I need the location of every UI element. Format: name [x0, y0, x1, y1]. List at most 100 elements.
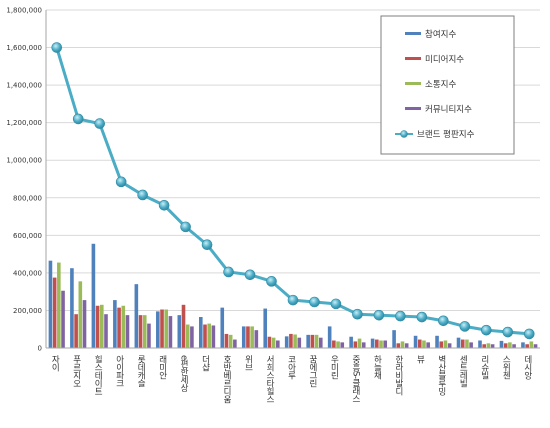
- bar: [289, 333, 293, 348]
- bar: [207, 323, 211, 348]
- y-tick-label: 0: [38, 345, 42, 353]
- x-tick-label: 꿈에그린: [307, 355, 317, 387]
- bar: [379, 340, 383, 348]
- bar: [263, 308, 268, 348]
- bar: [392, 330, 396, 348]
- bar: [113, 300, 117, 348]
- bar: [198, 317, 203, 348]
- line-point: [51, 42, 63, 53]
- line-point: [158, 199, 170, 211]
- bar: [254, 330, 259, 348]
- line-point: [72, 113, 84, 125]
- x-tick-label: 벽산블루밍: [436, 354, 446, 395]
- bar: [125, 315, 130, 348]
- bar: [160, 309, 164, 348]
- bar: [177, 315, 182, 348]
- x-tick-label: 래미안: [157, 355, 167, 379]
- x-tick-label: 데시앙: [522, 355, 532, 379]
- bar: [267, 336, 272, 348]
- bar: [190, 326, 194, 348]
- line-point: [330, 298, 342, 310]
- bar: [456, 337, 461, 348]
- x-tick-label: 롯데캐슬: [136, 355, 146, 387]
- line-point: [266, 276, 277, 287]
- legend-label: 소통지수: [425, 80, 456, 90]
- bar: [353, 341, 358, 348]
- x-tick-label: 스위첸: [501, 355, 511, 379]
- bar: [460, 339, 465, 348]
- bar: [134, 284, 139, 348]
- line-point: [287, 294, 299, 306]
- x-tick-label: 하늘채: [372, 354, 382, 380]
- bar: [413, 335, 418, 348]
- line-point: [352, 308, 363, 320]
- x-tick-label: 우미린: [329, 355, 339, 379]
- bar: [91, 243, 96, 348]
- bar: [400, 341, 405, 348]
- x-tick-label: 한라비발디: [393, 355, 403, 396]
- x-tick-label: 중흥S-클래스: [350, 355, 360, 402]
- bar: [490, 344, 495, 348]
- bar: [142, 315, 147, 348]
- bar: [357, 338, 362, 348]
- legend-swatch: [405, 32, 421, 35]
- bar: [426, 342, 430, 348]
- bar: [404, 343, 409, 348]
- bar: [443, 340, 448, 348]
- x-tick-label: 위브: [243, 355, 253, 371]
- bar: [486, 343, 491, 348]
- bar: [396, 343, 401, 348]
- x-tick-label: 호반베르디움: [222, 355, 232, 403]
- bar: [349, 336, 353, 348]
- bar: [417, 339, 422, 348]
- bar: [508, 342, 512, 348]
- line-point: [459, 321, 471, 332]
- bar: [439, 341, 444, 348]
- line-point: [395, 310, 406, 322]
- bar: [422, 340, 426, 348]
- legend-swatch: [405, 82, 421, 85]
- x-tick-label: 코아루: [286, 355, 296, 380]
- bar: [521, 342, 525, 348]
- bar: [224, 333, 229, 348]
- bar: [99, 304, 104, 348]
- y-tick-label: 200,000: [13, 307, 42, 315]
- x-axis: 자이 푸르지오 힐스테이트 아이파크 롯데캐슬 래미안 e편한세상 더샵 호반베르디움 위브 서희스…: [46, 347, 540, 403]
- y-axis: 0 200,000 400,000 600,000 800,000 1,000,000 1,…: [6, 7, 47, 353]
- legend-marker: [400, 130, 408, 138]
- bar: [203, 324, 207, 348]
- y-tick-label: 1,000,000: [6, 157, 42, 165]
- x-tick-label: 센트레빌: [458, 354, 468, 387]
- y-tick-label: 1,400,000: [6, 82, 42, 90]
- bar: [310, 334, 315, 348]
- line-point: [223, 266, 234, 278]
- line-point: [502, 326, 514, 338]
- bar: [138, 315, 143, 348]
- x-tick-label: 아이파크: [114, 354, 124, 387]
- bar: [117, 307, 121, 348]
- y-tick-label: 1,200,000: [6, 119, 42, 127]
- bar: [529, 341, 534, 348]
- y-tick-label: 800,000: [13, 194, 42, 202]
- line-point: [94, 118, 105, 129]
- line-point: [244, 269, 256, 281]
- y-tick-label: 600,000: [13, 232, 42, 240]
- bar: [70, 268, 74, 348]
- bar: [533, 344, 538, 348]
- bar: [52, 277, 57, 348]
- line-point: [481, 324, 492, 336]
- bar: [82, 300, 87, 348]
- y-tick-label: 400,000: [13, 269, 42, 277]
- bar: [168, 316, 173, 348]
- legend-swatch: [405, 57, 421, 60]
- line-point: [137, 189, 148, 201]
- line-point: [373, 309, 385, 321]
- bar: [220, 307, 225, 348]
- bar: [95, 305, 100, 348]
- x-tick-label: 리슈빌: [479, 355, 489, 379]
- legend-label: 브랜드 평판지수: [417, 129, 475, 140]
- x-tick-label: 힐스테이트: [93, 354, 103, 395]
- bar: [297, 337, 302, 348]
- bar: [327, 326, 332, 348]
